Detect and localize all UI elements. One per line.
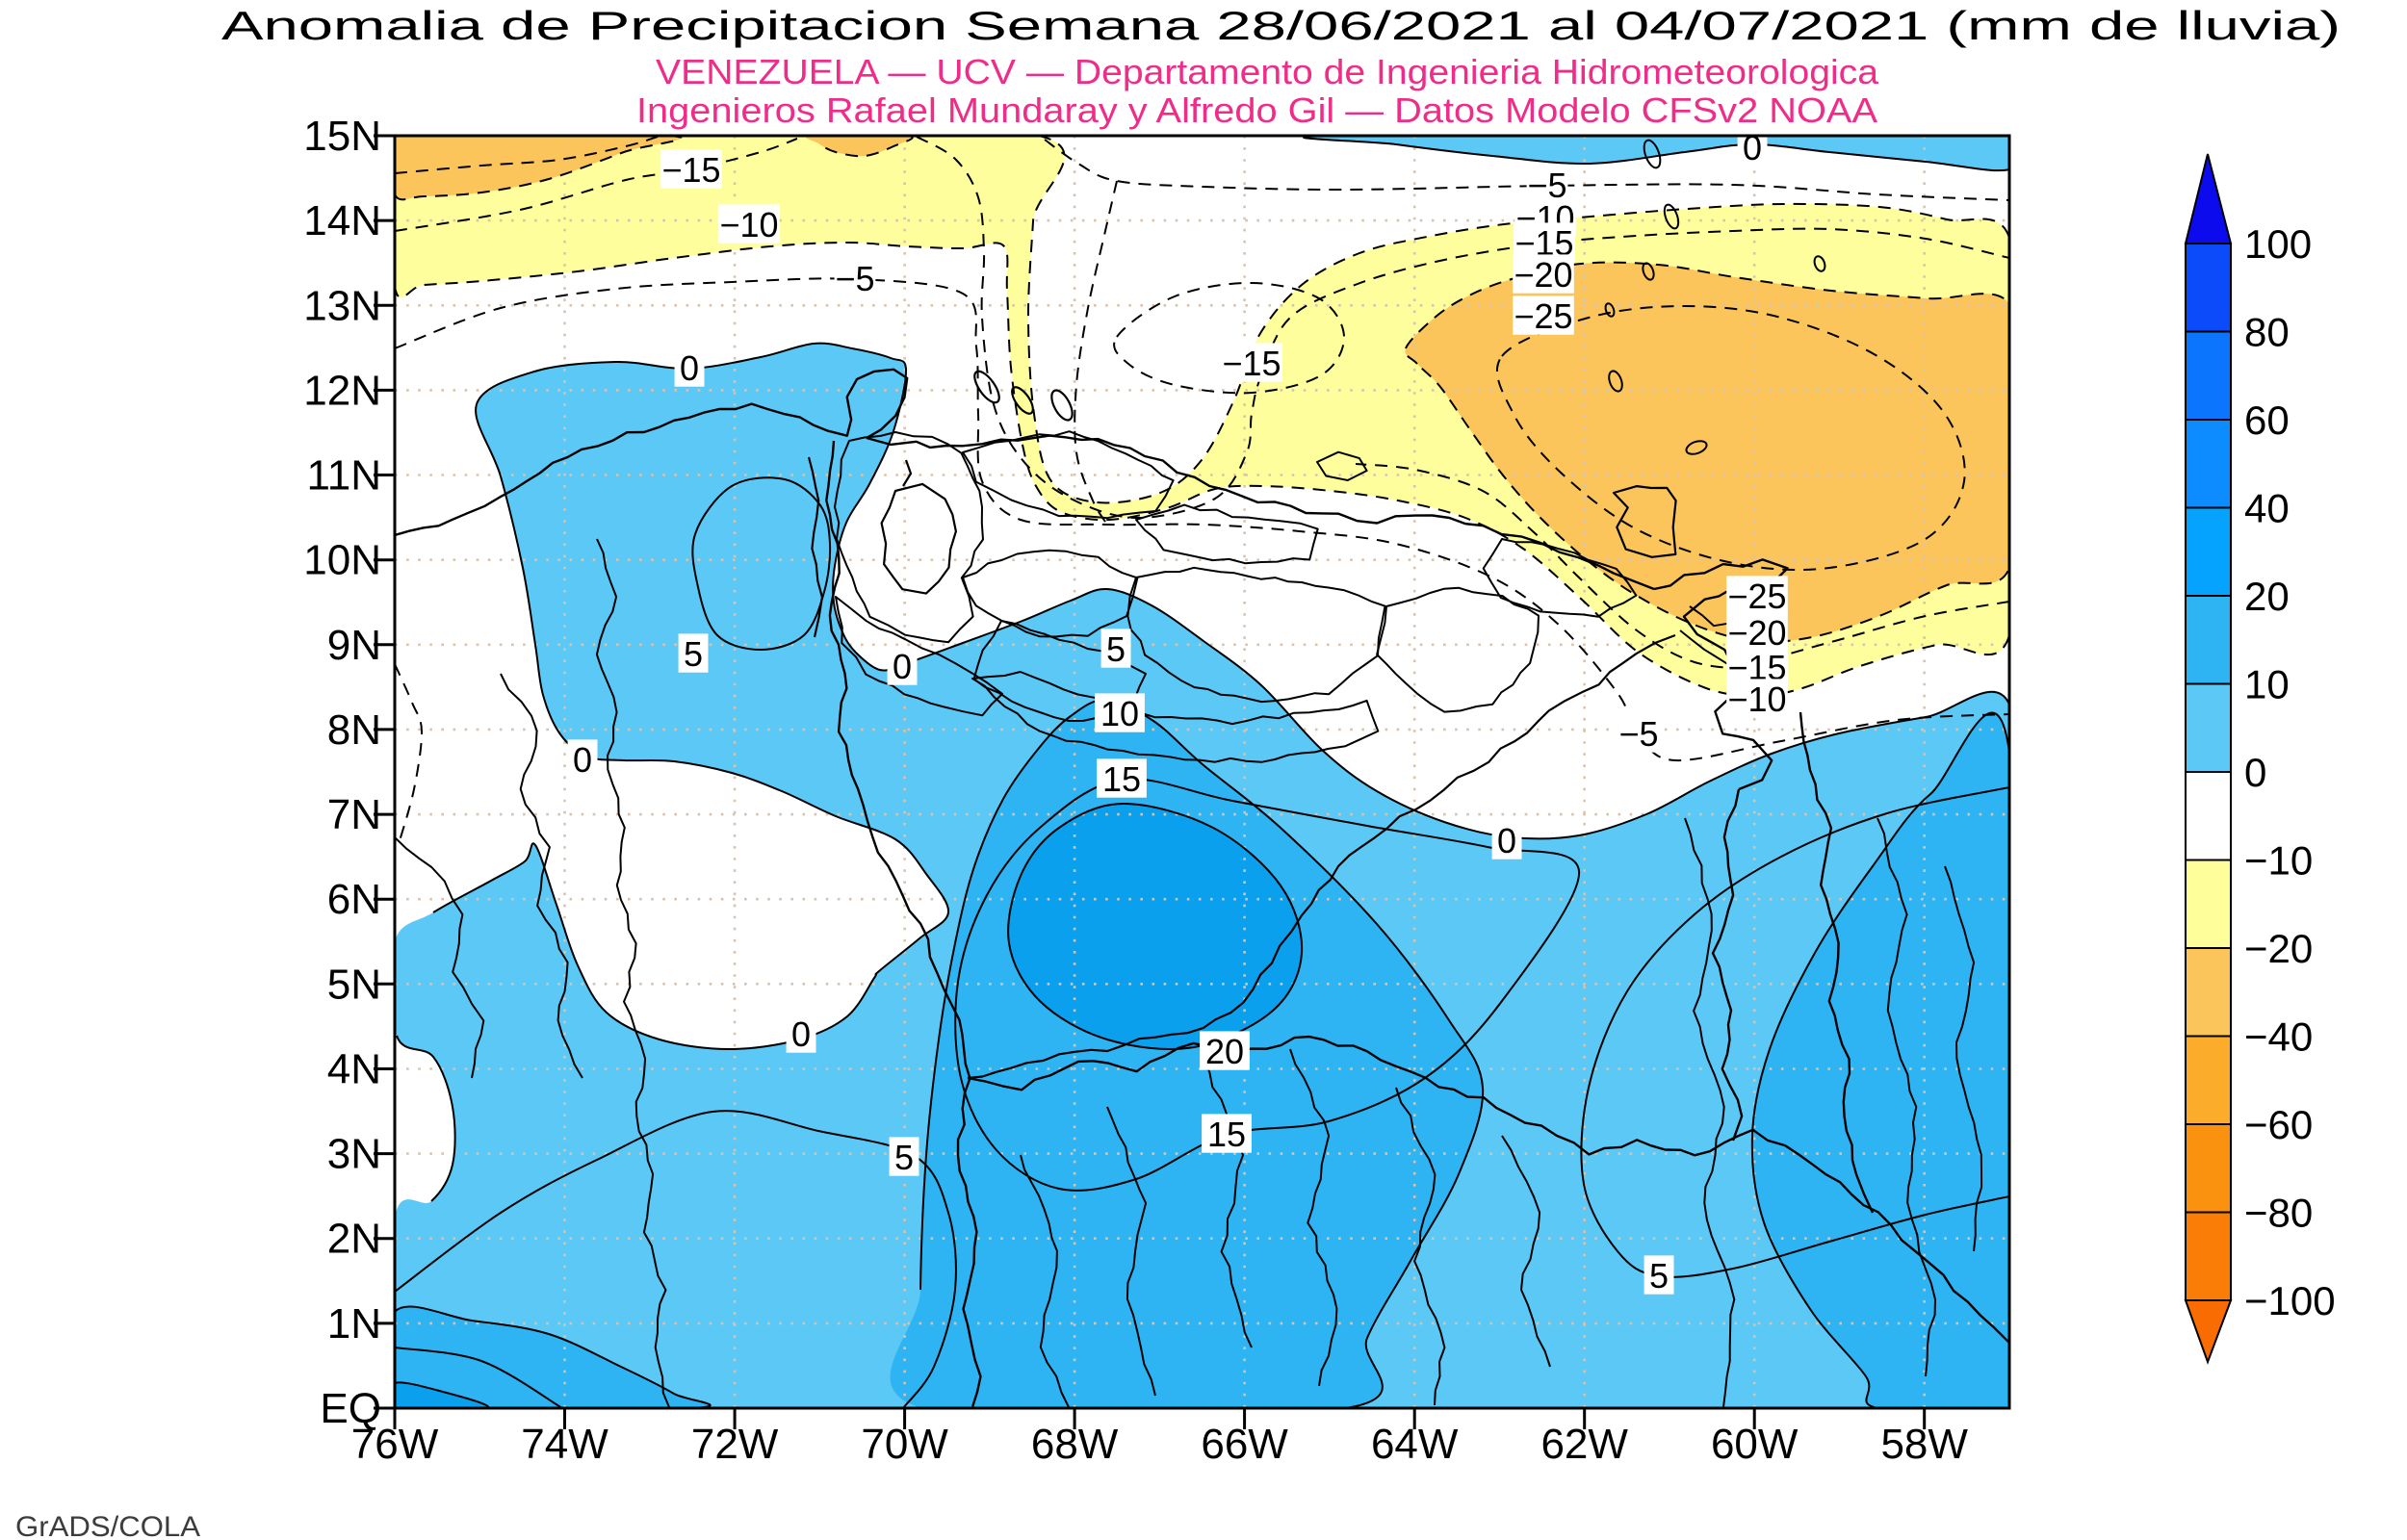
svg-text:VENEZUELA — UCV — Departamento: VENEZUELA — UCV — Departamento de Ingeni… [656,52,1879,91]
svg-text:76W: 76W [351,1421,439,1468]
svg-text:−10: −10 [719,205,778,244]
svg-text:2N: 2N [327,1216,381,1263]
svg-text:70W: 70W [861,1421,948,1468]
svg-text:14N: 14N [303,197,381,244]
svg-text:74W: 74W [521,1421,608,1468]
svg-text:0: 0 [1743,128,1762,167]
svg-text:4N: 4N [327,1046,381,1093]
svg-text:60: 60 [2244,398,2290,443]
svg-text:−10: −10 [1727,680,1786,719]
svg-text:3N: 3N [327,1131,381,1178]
svg-text:13N: 13N [303,282,381,329]
svg-text:8N: 8N [327,706,381,754]
svg-text:0: 0 [1497,821,1516,860]
svg-text:40: 40 [2244,486,2290,531]
svg-text:15: 15 [1102,759,1141,799]
svg-text:0: 0 [573,740,592,780]
svg-text:−25: −25 [1514,296,1572,336]
svg-text:20: 20 [2244,574,2290,619]
svg-text:60W: 60W [1711,1421,1799,1468]
svg-text:0: 0 [791,1014,811,1054]
svg-text:Ingenieros Rafael Mundaray y A: Ingenieros Rafael Mundaray y Alfredo Gil… [636,90,1877,130]
svg-text:62W: 62W [1540,1421,1628,1468]
svg-text:−20: −20 [1514,255,1572,295]
svg-text:5: 5 [894,1138,914,1177]
svg-text:20: 20 [1205,1032,1244,1071]
svg-text:−15: −15 [1222,344,1281,383]
svg-text:5: 5 [1106,629,1126,669]
svg-text:80: 80 [2244,310,2290,355]
svg-text:0: 0 [2244,750,2266,795]
svg-text:7N: 7N [327,791,381,838]
svg-text:EQ: EQ [320,1385,381,1432]
svg-text:−40: −40 [2244,1014,2313,1060]
svg-text:15N: 15N [303,113,381,160]
svg-text:6N: 6N [327,876,381,923]
svg-text:−10: −10 [2244,838,2313,884]
svg-text:−25: −25 [1727,577,1786,616]
svg-text:−80: −80 [2244,1191,2313,1236]
svg-text:64W: 64W [1371,1421,1459,1468]
svg-text:−15: −15 [661,150,720,190]
svg-text:66W: 66W [1201,1421,1288,1468]
svg-text:58W: 58W [1880,1421,1968,1468]
svg-text:11N: 11N [307,452,381,500]
svg-text:10: 10 [2244,662,2290,707]
svg-text:10: 10 [1100,694,1139,733]
svg-text:−20: −20 [2244,926,2313,971]
svg-text:9N: 9N [327,622,381,669]
svg-text:100: 100 [2244,221,2312,267]
svg-text:68W: 68W [1031,1421,1119,1468]
svg-text:5N: 5N [327,961,381,1008]
svg-text:−60: −60 [2244,1102,2313,1147]
svg-text:5: 5 [1649,1256,1669,1296]
svg-text:0: 0 [893,647,912,686]
svg-text:0: 0 [680,348,699,388]
svg-text:−20: −20 [1727,613,1786,653]
svg-text:15: 15 [1207,1115,1246,1154]
svg-text:1N: 1N [327,1300,381,1348]
svg-text:−100: −100 [2244,1278,2336,1323]
svg-text:−5: −5 [1618,714,1658,754]
svg-text:−5: −5 [835,259,874,298]
svg-text:5: 5 [684,634,703,674]
svg-text:GrADS/COLA: GrADS/COLA [15,1511,200,1540]
svg-text:72W: 72W [691,1421,779,1468]
svg-text:10N: 10N [303,537,381,584]
svg-text:Anomalia de Precipitacion Sema: Anomalia de Precipitacion Semana 28/06/2… [221,3,2341,48]
svg-text:12N: 12N [303,367,381,414]
